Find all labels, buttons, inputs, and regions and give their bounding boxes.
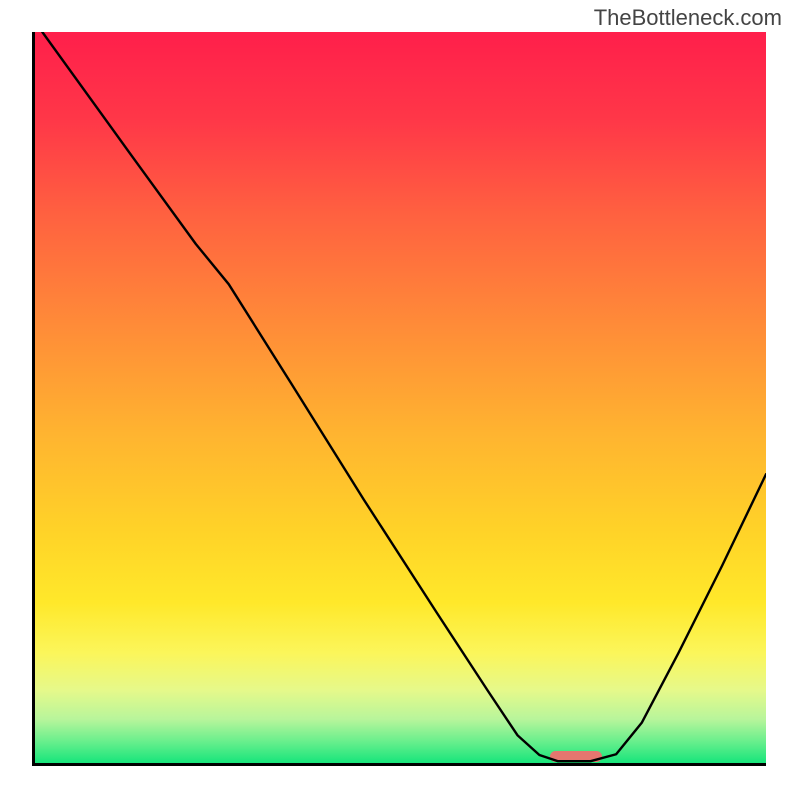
stage: TheBottleneck.com xyxy=(0,0,800,800)
chart-frame xyxy=(32,32,766,766)
bottleneck-curve xyxy=(35,32,766,763)
watermark-text: TheBottleneck.com xyxy=(594,5,782,31)
curve-path xyxy=(42,32,766,761)
